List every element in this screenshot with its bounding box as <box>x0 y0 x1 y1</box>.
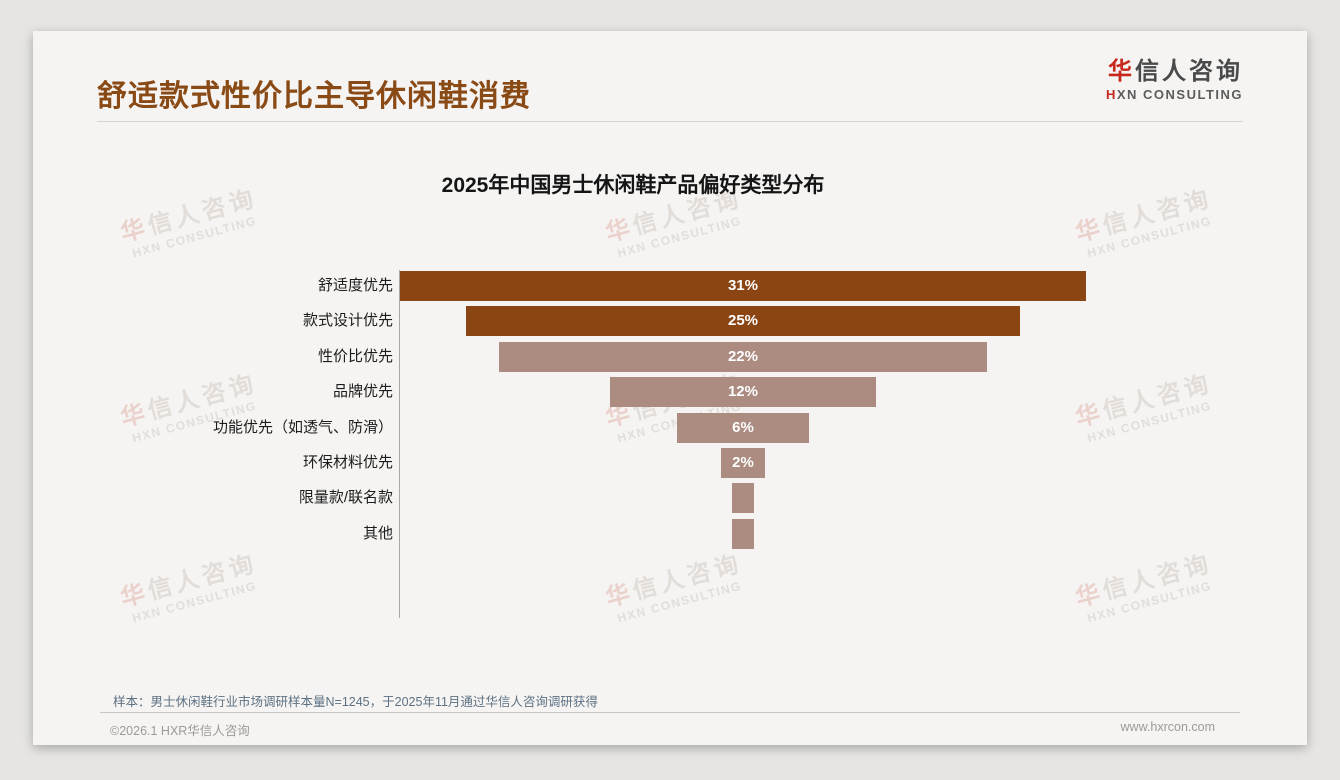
bar <box>731 519 755 549</box>
company-logo: 华信人咨询 HXN CONSULTING <box>1106 57 1243 103</box>
category-label: 功能优先（如透气、防滑） <box>212 419 393 436</box>
y-axis-line <box>399 270 400 618</box>
bar: 22% <box>499 342 987 372</box>
category-label: 款式设计优先 <box>302 312 393 329</box>
category-label: 环保材料优先 <box>302 454 393 471</box>
category-label: 限量款/联名款 <box>298 489 393 506</box>
bar: 12% <box>610 377 876 407</box>
bar: 2% <box>720 448 766 478</box>
bar: 25% <box>466 306 1020 336</box>
report-card: 华信人咨询 HXN CONSULTING 华信人咨询 HXN CONSULTING 华信… <box>33 31 1307 745</box>
category-label: 性价比优先 <box>317 348 393 365</box>
category-label: 舒适度优先 <box>317 277 393 294</box>
bar <box>731 483 755 513</box>
chart-title: 2025年中国男士休闲鞋产品偏好类型分布 <box>441 174 825 197</box>
bar: 31% <box>399 271 1087 301</box>
title-divider <box>97 121 1243 122</box>
logo-chinese-name: 华信人咨询 <box>1108 58 1243 85</box>
category-label: 品牌优先 <box>332 383 393 400</box>
page-title: 舒适款式性价比主导休闲鞋消费 <box>97 80 531 113</box>
logo-english-name: HXN CONSULTING <box>1105 87 1243 102</box>
copyright-text: ©2026.1 HXR华信人咨询 <box>110 724 250 738</box>
chart-plot: 2025年中国男士休闲鞋产品偏好类型分布 舒适度优先 31% 款式设计优先 25% 性价… <box>33 31 1307 745</box>
website-link[interactable]: www.hxrcon.com <box>1120 720 1215 734</box>
category-label: 其他 <box>362 525 393 542</box>
sample-note: 样本：男士休闲鞋行业市场调研样本量N=1245，于2025年11月通过华信人咨询… <box>113 695 598 709</box>
bar: 6% <box>676 413 810 443</box>
footer-divider <box>100 712 1240 713</box>
